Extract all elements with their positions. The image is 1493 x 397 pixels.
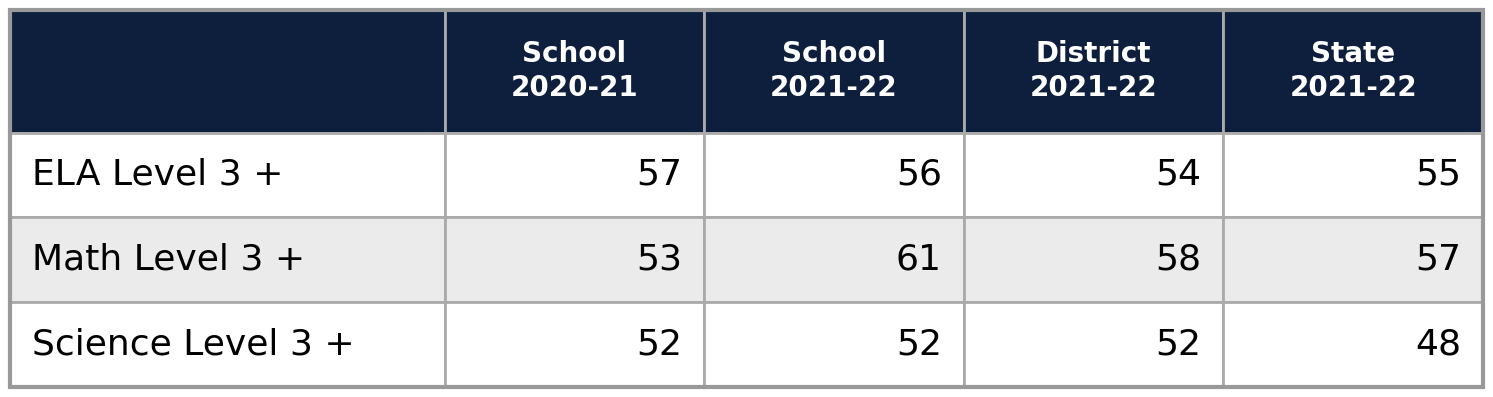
Text: 52: 52 (896, 328, 942, 362)
Bar (705, 217, 964, 302)
Text: 2020-21: 2020-21 (511, 74, 638, 102)
Text: Science Level 3 +: Science Level 3 + (31, 328, 355, 362)
Text: 58: 58 (1156, 243, 1202, 277)
Bar (10, 10, 445, 133)
Text: 52: 52 (636, 328, 682, 362)
Text: 53: 53 (636, 243, 682, 277)
Bar (964, 133, 1223, 217)
Bar (10, 217, 445, 302)
Bar (10, 302, 445, 387)
Text: 56: 56 (896, 158, 942, 192)
Text: 55: 55 (1415, 158, 1462, 192)
Bar (964, 302, 1223, 387)
Bar (445, 133, 705, 217)
Text: 2021-22: 2021-22 (1290, 74, 1417, 102)
Text: District: District (1036, 40, 1151, 68)
Text: Math Level 3 +: Math Level 3 + (31, 243, 305, 277)
Bar (964, 217, 1223, 302)
Text: 52: 52 (1156, 328, 1202, 362)
Text: 57: 57 (1415, 243, 1462, 277)
Bar (10, 133, 445, 217)
Bar (445, 302, 705, 387)
Text: State: State (1311, 40, 1396, 68)
Text: 61: 61 (896, 243, 942, 277)
Bar (445, 217, 705, 302)
Bar (1223, 133, 1483, 217)
Bar (964, 10, 1223, 133)
Text: 57: 57 (636, 158, 682, 192)
Bar (705, 10, 964, 133)
Text: ELA Level 3 +: ELA Level 3 + (31, 158, 284, 192)
Bar (445, 10, 705, 133)
Bar (705, 302, 964, 387)
Text: 48: 48 (1415, 328, 1462, 362)
Text: 2021-22: 2021-22 (770, 74, 897, 102)
Bar (1223, 10, 1483, 133)
Bar (1223, 217, 1483, 302)
Text: School: School (782, 40, 885, 68)
Text: School: School (523, 40, 627, 68)
Text: 2021-22: 2021-22 (1030, 74, 1157, 102)
Bar (1223, 302, 1483, 387)
Bar (705, 133, 964, 217)
Text: 54: 54 (1156, 158, 1202, 192)
